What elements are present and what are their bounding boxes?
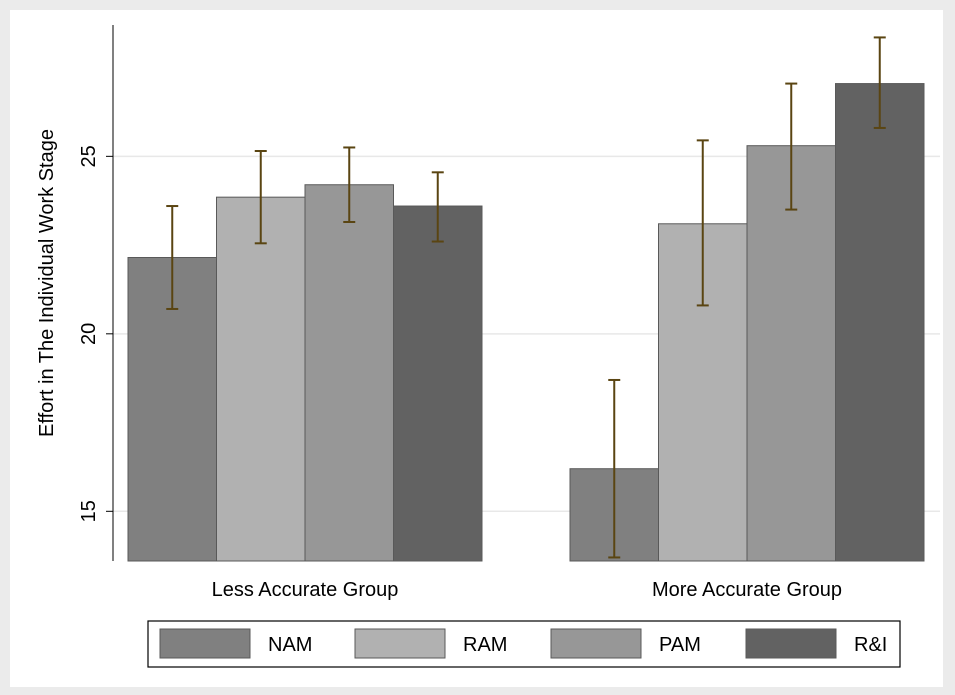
- x-category-labels: Less Accurate Group More Accurate Group: [212, 579, 842, 601]
- y-tick-label: 15: [78, 500, 100, 522]
- legend-swatch: [550, 628, 642, 659]
- error-bars-group: [166, 36, 886, 559]
- legend-label: NAM: [268, 634, 312, 656]
- legend-label: PAM: [659, 634, 701, 656]
- bar-ram-1: [216, 196, 306, 562]
- bar-pam-2: [746, 145, 836, 562]
- legend-swatch: [745, 628, 837, 659]
- legend-swatch: [159, 628, 251, 659]
- legend: NAM RAM PAM R&I: [159, 628, 887, 659]
- bar-r-i-2: [835, 83, 925, 562]
- legend-label: RAM: [463, 634, 507, 656]
- legend-swatch: [354, 628, 446, 659]
- x-category-label: More Accurate Group: [652, 579, 842, 601]
- bar-pam-1: [304, 184, 394, 562]
- y-tick-label: 20: [78, 323, 100, 345]
- bar-r-i-1: [393, 205, 483, 562]
- y-ticks-group: 15 20 25: [78, 145, 113, 522]
- y-tick-label: 25: [78, 145, 100, 167]
- legend-label: R&I: [854, 634, 887, 656]
- y-axis-title: Effort in The Individual Work Stage: [36, 129, 58, 437]
- x-category-label: Less Accurate Group: [212, 579, 399, 601]
